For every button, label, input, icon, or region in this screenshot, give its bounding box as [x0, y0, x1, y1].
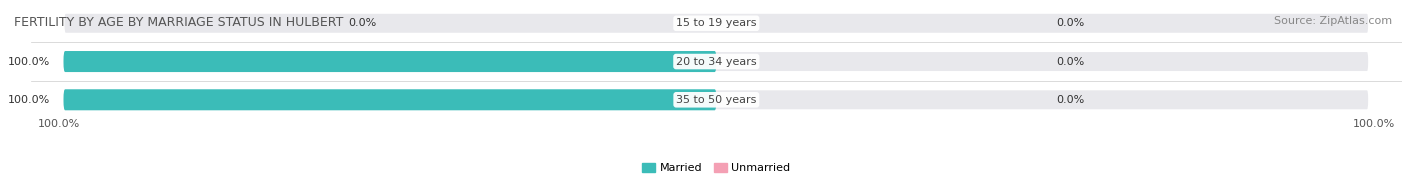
Text: 100.0%: 100.0%	[1353, 119, 1395, 129]
FancyBboxPatch shape	[63, 51, 1369, 72]
Text: FERTILITY BY AGE BY MARRIAGE STATUS IN HULBERT: FERTILITY BY AGE BY MARRIAGE STATUS IN H…	[14, 16, 343, 29]
Text: 0.0%: 0.0%	[1056, 95, 1084, 105]
Text: Source: ZipAtlas.com: Source: ZipAtlas.com	[1274, 16, 1392, 26]
Legend: Married, Unmarried: Married, Unmarried	[643, 162, 790, 173]
Text: 100.0%: 100.0%	[8, 56, 51, 66]
Text: 35 to 50 years: 35 to 50 years	[676, 95, 756, 105]
FancyBboxPatch shape	[63, 89, 1369, 110]
FancyBboxPatch shape	[63, 89, 716, 110]
Text: 15 to 19 years: 15 to 19 years	[676, 18, 756, 28]
Text: 0.0%: 0.0%	[349, 18, 377, 28]
Text: 100.0%: 100.0%	[38, 119, 80, 129]
FancyBboxPatch shape	[63, 51, 716, 72]
Text: 0.0%: 0.0%	[1056, 18, 1084, 28]
FancyBboxPatch shape	[63, 13, 1369, 34]
Text: 100.0%: 100.0%	[8, 95, 51, 105]
Text: 0.0%: 0.0%	[1056, 56, 1084, 66]
Text: 20 to 34 years: 20 to 34 years	[676, 56, 756, 66]
